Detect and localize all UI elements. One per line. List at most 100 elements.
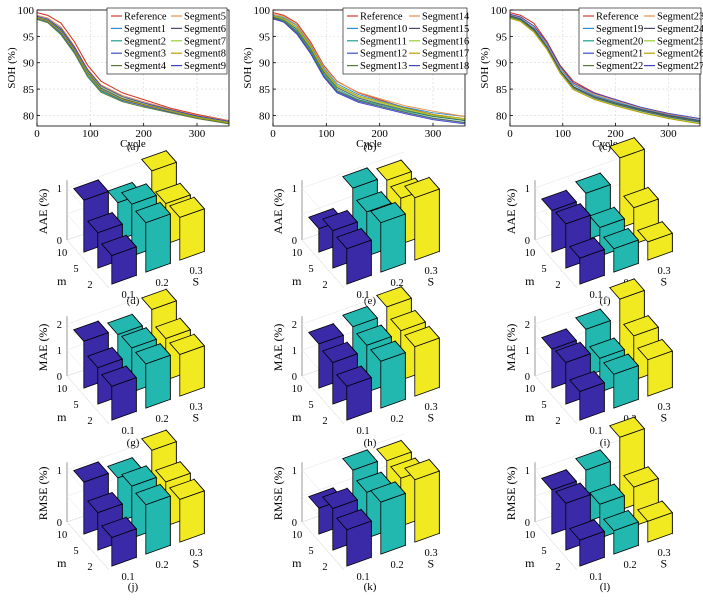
line-chart-b: 0 100 200 300 80 85 90 95 100 Cycle SOH (%) Referen…	[242, 5, 470, 153]
bar-m2-s0.3	[404, 325, 440, 397]
bar-front	[414, 188, 440, 261]
s-tick-label: 0.3	[424, 266, 437, 277]
panel-caption: (i)	[600, 437, 611, 449]
z-tick-label: 1	[525, 184, 530, 195]
bar-m2-s0.2	[370, 340, 406, 409]
bar-m2-s0.2	[603, 227, 639, 273]
m-tick-label: 10	[292, 530, 303, 541]
series-line	[272, 15, 466, 121]
s-tick-label: 0.1	[589, 572, 602, 583]
bar-m2-s0.2	[135, 483, 171, 555]
bar-top	[101, 234, 137, 256]
bar-top	[169, 478, 205, 500]
legend-entry: Segment22	[596, 61, 643, 72]
panel-caption: (d)	[127, 295, 140, 307]
bar-top	[623, 466, 659, 488]
bar-top	[637, 500, 673, 522]
series-line	[272, 14, 466, 117]
legend-entry: Segment19	[596, 24, 643, 35]
legend-entry: Segment4	[124, 61, 167, 72]
bar-top	[404, 326, 440, 348]
m-tick-label: 5	[541, 546, 546, 557]
legend-entry: Segment2	[124, 36, 166, 47]
m-tick-label: 10	[525, 384, 536, 395]
s-tick-label: 0.3	[657, 548, 670, 559]
bar-top	[155, 317, 191, 339]
s-axis-label: S	[660, 275, 667, 289]
bar-top	[342, 449, 378, 471]
s-tick-label: 0.3	[657, 266, 670, 277]
m-tick-label: 2	[322, 280, 327, 291]
bar-top	[73, 320, 109, 342]
x-tick-label: 200	[371, 128, 388, 140]
bar-top	[541, 469, 577, 491]
bar-m2-s0.3	[169, 333, 205, 397]
m-tick-label: 5	[308, 264, 313, 275]
bar-m2-s0.1	[101, 516, 137, 567]
bar-m2-s0.1	[336, 508, 372, 567]
s-tick-label: 0.1	[121, 426, 134, 437]
bar-top	[390, 310, 426, 332]
series-line	[272, 15, 466, 120]
y-tick-label: 95	[259, 31, 271, 43]
panel-caption: (a)	[127, 141, 140, 153]
s-tick-label: 0.3	[189, 266, 202, 277]
bar-top	[555, 341, 591, 363]
z-tick-label: 0	[292, 236, 297, 247]
x-axis-label: Cycle	[120, 138, 146, 150]
bar-front	[380, 352, 406, 409]
z-tick-label: 1	[292, 466, 297, 477]
z-axis-label: MAE (%)	[504, 324, 518, 372]
x-tick-label: 100	[82, 128, 99, 140]
series-line	[509, 17, 701, 125]
s-tick-label: 0.1	[356, 572, 369, 583]
bar-m2-s0.3	[637, 338, 673, 397]
legend: ReferenceSegment1Segment2Segment3Segment…	[106, 7, 228, 75]
z-axis-label: MAE (%)	[271, 324, 285, 372]
y-tick-label: 85	[496, 84, 508, 96]
z-grid	[301, 151, 405, 189]
bar-top	[121, 183, 157, 205]
bar-top	[555, 203, 591, 225]
legend: ReferenceSegment19Segment20Segment21Segm…	[578, 7, 703, 75]
s-tick-label: 0.1	[121, 572, 134, 583]
bar3d-chart-k: 0 1 RMSE (%) 10 52 m 0.1 0.2 0.3S (k)	[271, 433, 440, 593]
z-tick-label: 1	[525, 466, 530, 477]
y-tick-label: 95	[496, 31, 508, 43]
series-line	[272, 17, 466, 123]
z-grid	[534, 239, 578, 289]
bar-top	[404, 459, 440, 481]
m-tick-label: 5	[73, 264, 78, 275]
legend-entry: Segment25	[657, 36, 703, 47]
panel-caption: (c)	[599, 141, 612, 153]
bar-m2-s0.3	[404, 176, 440, 261]
bar-top	[101, 365, 137, 387]
z-tick-label: 2	[292, 320, 297, 331]
y-tick-label: 90	[259, 58, 271, 70]
z-tick-label: 2	[57, 320, 62, 331]
legend-entry: Segment23	[657, 12, 703, 23]
bar-top	[569, 370, 605, 392]
s-axis-label: S	[427, 411, 434, 425]
m-tick-label: 10	[57, 384, 68, 395]
bar-top	[589, 337, 625, 359]
m-tick-label: 10	[525, 530, 536, 541]
legend-entry: Segment17	[422, 49, 469, 60]
z-grid	[301, 375, 345, 425]
legend-box	[342, 7, 468, 75]
bar-top	[308, 323, 344, 345]
bar3d-chart-j: 0 1 RMSE (%) 10 52 m 0.1 0.2 0.3S (j)	[36, 429, 205, 593]
bar-top	[569, 237, 605, 259]
bar-m2-s0.1	[101, 365, 137, 421]
series-line	[509, 16, 701, 123]
s-tick-label: 0.3	[189, 548, 202, 559]
z-tick-label: 1	[292, 346, 297, 357]
bar-top	[575, 172, 611, 194]
m-tick-label: 10	[525, 248, 536, 259]
bar-top	[87, 212, 123, 234]
x-axis-label: Cycle	[356, 138, 382, 150]
series-line	[36, 19, 230, 125]
bar-top	[121, 465, 157, 487]
bar-m2-s0.3	[404, 458, 440, 543]
